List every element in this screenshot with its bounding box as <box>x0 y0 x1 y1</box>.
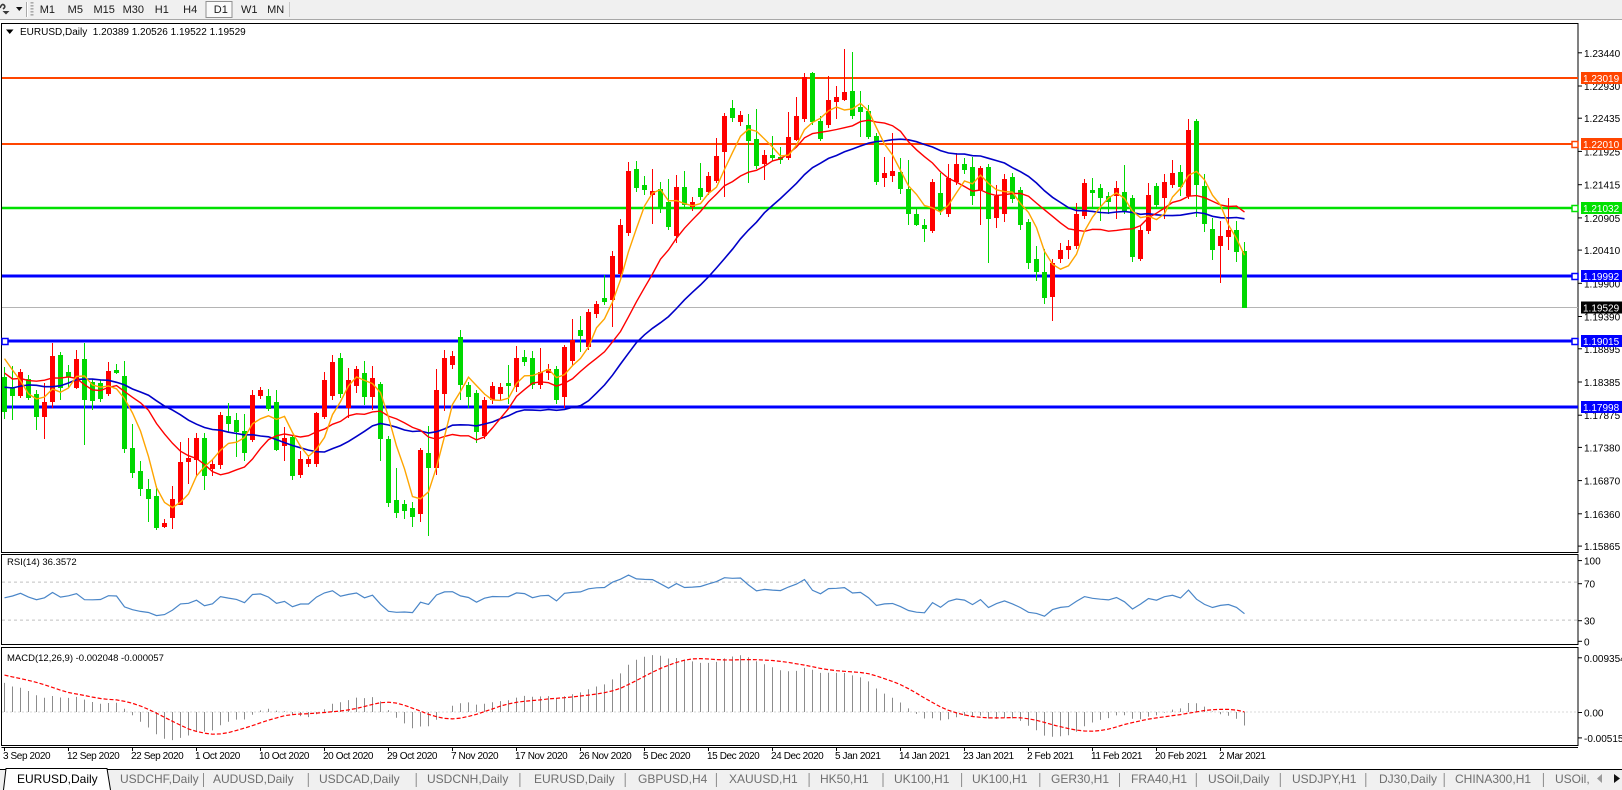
svg-text:H4: H4 <box>183 4 197 16</box>
svg-text:EURUSD,Daily: EURUSD,Daily <box>17 772 98 786</box>
svg-text:1.15865: 1.15865 <box>1584 542 1621 553</box>
svg-text:1.19529: 1.19529 <box>1583 304 1620 315</box>
svg-text:23 Jan 2021: 23 Jan 2021 <box>963 751 1014 762</box>
svg-text:1.20905: 1.20905 <box>1584 214 1621 225</box>
svg-text:17 Nov 2020: 17 Nov 2020 <box>515 751 568 762</box>
svg-text:M30: M30 <box>123 4 144 16</box>
svg-text:DJ30,Daily: DJ30,Daily <box>1379 772 1437 786</box>
svg-text:1.23440: 1.23440 <box>1584 49 1621 60</box>
svg-text:100: 100 <box>1584 557 1601 568</box>
svg-text:AUDUSD,Daily: AUDUSD,Daily <box>213 772 294 786</box>
svg-text:26 Nov 2020: 26 Nov 2020 <box>579 751 632 762</box>
svg-text:1.19992: 1.19992 <box>1583 272 1620 283</box>
svg-text:1.17875: 1.17875 <box>1584 411 1621 422</box>
svg-text:0: 0 <box>1584 637 1590 648</box>
svg-text:XAUUSD,H1: XAUUSD,H1 <box>729 772 798 786</box>
svg-text:GBPUSD,H4: GBPUSD,H4 <box>638 772 708 786</box>
svg-text:24 Dec 2020: 24 Dec 2020 <box>771 751 824 762</box>
svg-text:70: 70 <box>1584 580 1596 591</box>
svg-text:2 Feb 2021: 2 Feb 2021 <box>1027 751 1074 762</box>
svg-text:UK100,H1: UK100,H1 <box>972 772 1028 786</box>
svg-text:20 Oct 2020: 20 Oct 2020 <box>323 751 374 762</box>
svg-text:30: 30 <box>1584 617 1596 628</box>
svg-text:2 Mar 2021: 2 Mar 2021 <box>1219 751 1266 762</box>
svg-text:USOil,: USOil, <box>1555 772 1590 786</box>
svg-text:1.18385: 1.18385 <box>1584 378 1621 389</box>
svg-text:MACD(12,26,9) -0.002048 -0.000: MACD(12,26,9) -0.002048 -0.000057 <box>7 653 164 664</box>
svg-text:5 Jan 2021: 5 Jan 2021 <box>835 751 881 762</box>
svg-text:1.22435: 1.22435 <box>1584 114 1621 125</box>
svg-text:HK50,H1: HK50,H1 <box>820 772 869 786</box>
svg-text:15 Dec 2020: 15 Dec 2020 <box>707 751 760 762</box>
svg-text:CHINA300,H1: CHINA300,H1 <box>1455 772 1531 786</box>
svg-text:1.22010: 1.22010 <box>1583 140 1620 151</box>
svg-text:USOil,Daily: USOil,Daily <box>1208 772 1269 786</box>
svg-text:1.19900: 1.19900 <box>1584 279 1621 290</box>
svg-text:EURUSD,Daily 1.20389 1.20526: EURUSD,Daily 1.20389 1.20526 1.19522 1.1… <box>20 27 246 38</box>
svg-text:W1: W1 <box>241 4 258 16</box>
svg-text:1.17998: 1.17998 <box>1583 403 1620 414</box>
svg-text:D1: D1 <box>214 4 228 16</box>
svg-text:0.009354: 0.009354 <box>1584 654 1622 665</box>
svg-text:UK100,H1: UK100,H1 <box>894 772 950 786</box>
svg-text:USDJPY,H1: USDJPY,H1 <box>1292 772 1357 786</box>
svg-text:RSI(14) 36.3572: RSI(14) 36.3572 <box>7 557 77 568</box>
svg-text:M1: M1 <box>40 4 55 16</box>
svg-text:7 Nov 2020: 7 Nov 2020 <box>451 751 499 762</box>
svg-text:USDCNH,Daily: USDCNH,Daily <box>427 772 508 786</box>
svg-text:1.21415: 1.21415 <box>1584 181 1621 192</box>
svg-text:GER30,H1: GER30,H1 <box>1051 772 1109 786</box>
svg-text:1.20410: 1.20410 <box>1584 246 1621 257</box>
svg-text:1.23019: 1.23019 <box>1583 74 1620 85</box>
svg-text:H1: H1 <box>155 4 169 16</box>
svg-text:5 Dec 2020: 5 Dec 2020 <box>643 751 691 762</box>
svg-text:USDCHF,Daily: USDCHF,Daily <box>120 772 199 786</box>
svg-text:1.18895: 1.18895 <box>1584 345 1621 356</box>
svg-text:22 Sep 2020: 22 Sep 2020 <box>131 751 184 762</box>
svg-text:10 Oct 2020: 10 Oct 2020 <box>259 751 310 762</box>
svg-text:3 Sep 2020: 3 Sep 2020 <box>3 751 51 762</box>
svg-text:1 Oct 2020: 1 Oct 2020 <box>195 751 241 762</box>
svg-text:11 Feb 2021: 11 Feb 2021 <box>1091 751 1143 762</box>
svg-text:14 Jan 2021: 14 Jan 2021 <box>899 751 950 762</box>
svg-text:29 Oct 2020: 29 Oct 2020 <box>387 751 438 762</box>
svg-text:1.17380: 1.17380 <box>1584 443 1621 454</box>
svg-text:1.19015: 1.19015 <box>1583 337 1620 348</box>
svg-text:M5: M5 <box>68 4 83 16</box>
svg-text:MN: MN <box>267 4 284 16</box>
svg-text:EURUSD,Daily: EURUSD,Daily <box>534 772 615 786</box>
svg-text:20 Feb 2021: 20 Feb 2021 <box>1155 751 1208 762</box>
svg-text:12 Sep 2020: 12 Sep 2020 <box>67 751 120 762</box>
svg-text:0.00: 0.00 <box>1584 709 1604 720</box>
svg-text:1.21925: 1.21925 <box>1584 147 1621 158</box>
svg-text:M15: M15 <box>93 4 114 16</box>
svg-text:FRA40,H1: FRA40,H1 <box>1131 772 1187 786</box>
svg-text:1.16870: 1.16870 <box>1584 477 1621 488</box>
svg-text:-0.005156: -0.005156 <box>1584 734 1622 745</box>
svg-text:1.16360: 1.16360 <box>1584 510 1621 521</box>
svg-text:1.22930: 1.22930 <box>1584 82 1621 93</box>
svg-text:USDCAD,Daily: USDCAD,Daily <box>319 772 400 786</box>
svg-text:1.21032: 1.21032 <box>1583 204 1620 215</box>
svg-text:1.19390: 1.19390 <box>1584 313 1621 324</box>
